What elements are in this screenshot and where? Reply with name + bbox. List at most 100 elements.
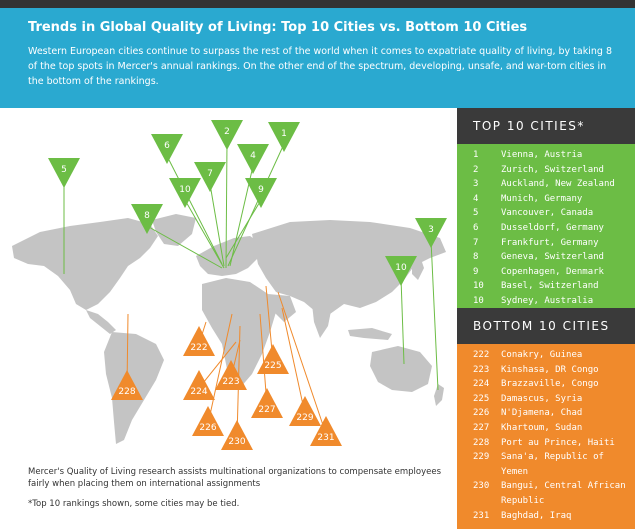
bottom-city-marker-label: 231	[317, 433, 334, 443]
top10-city: Frankfurt, Germany	[501, 237, 599, 248]
bottom-city-markers: 222 223 224 225 226 227 228 229 230 231	[111, 326, 342, 450]
new-zealand-shape	[434, 384, 444, 406]
top10-heading: TOP 10 CITIES*	[457, 108, 635, 144]
central-america-shape	[86, 310, 116, 334]
top10-city: Geneva, Switzerland	[501, 252, 604, 263]
top10-rank: 1	[473, 150, 479, 160]
top-city-marker-label: 2	[224, 127, 230, 137]
top-city-marker-label: 8	[144, 211, 150, 221]
bottom10-row: 226 N'Djamena, Chad	[457, 406, 635, 421]
top-city-marker-label: 1	[281, 129, 287, 139]
top10-row: 5 Vancouver, Canada	[457, 206, 635, 221]
top-city-leader-line	[209, 183, 225, 267]
bottom10-city: Conakry, Guinea	[501, 350, 583, 360]
top10-city: Vancouver, Canada	[501, 208, 594, 219]
top-city-leader-line	[400, 277, 405, 365]
top-city-marker-label: 3	[428, 225, 434, 235]
top-city-marker	[131, 204, 163, 234]
bottom10-rank: 226	[473, 408, 490, 419]
top-city-marker	[151, 134, 183, 164]
top10-row: 3 Auckland, New Zealand	[457, 177, 635, 192]
bottom10-row: 223 Kinshasa, DR Congo	[457, 363, 635, 378]
europe-shape	[196, 236, 262, 276]
bottom-city-marker-label: 224	[190, 387, 207, 397]
top10-city: Copenhagen, Denmark	[501, 266, 604, 277]
top10-row: 1 Vienna, Austria	[457, 148, 635, 163]
bottom-city-marker	[183, 326, 215, 356]
bottom10-rank: 229	[473, 452, 490, 463]
world-map-svg: 1 2 3 4 5 6 7 8 9 10 10 222 223 224 225 226 227 228 229 23…	[12, 120, 447, 450]
africa-shape	[202, 278, 276, 388]
top-city-marker-label: 6	[164, 141, 170, 151]
bottom10-city: Khartoum, Sudan	[501, 422, 583, 433]
bottom10-rank: 231	[473, 510, 490, 521]
chart-title: Trends in Global Quality of Living: Top …	[28, 20, 528, 35]
top10-rank: 7	[473, 237, 479, 248]
top10-city: Auckland, New Zealand	[501, 179, 615, 190]
bottom-city-marker-label: 223	[222, 377, 239, 387]
top10-rank: 4	[473, 193, 479, 204]
bottom-city-marker	[111, 370, 143, 400]
top10-panel: TOP 10 CITIES* 1 Vienna, Austria 2 Zurich, …	[457, 108, 635, 315]
top-city-leader-line	[225, 199, 262, 259]
top10-rank: 8	[473, 252, 479, 263]
top-bar	[0, 0, 635, 8]
header-banner: Trends in Global Quality of Living: Top …	[0, 8, 635, 108]
bottom10-rank: 228	[473, 437, 490, 448]
bottom-city-marker-label: 226	[199, 423, 216, 433]
bottom10-rank: 225	[473, 393, 490, 404]
top-city-marker	[415, 218, 447, 248]
top10-row: 6 Dusseldorf, Germany	[457, 221, 635, 236]
top-city-marker-label: 10	[395, 263, 407, 273]
landmasses	[12, 214, 446, 444]
top10-list: 1 Vienna, Austria 2 Zurich, Switzerland 3 Auc…	[457, 144, 635, 315]
bottom-city-marker-label: 225	[264, 361, 281, 371]
top-city-marker-label: 5	[61, 165, 67, 175]
bottom10-rank: 230	[473, 481, 490, 492]
north-america-shape	[12, 218, 158, 310]
bottom-city-leader-line	[207, 313, 233, 425]
bottom-city-leader-line	[277, 291, 327, 435]
top-city-leader-line	[227, 143, 285, 267]
indonesia-shape	[348, 328, 392, 340]
top10-row: 10 Basel, Switzerland	[457, 279, 635, 294]
top10-rank: 10	[473, 295, 484, 306]
top10-row: 4 Munich, Germany	[457, 192, 635, 207]
bottom10-city: Damascus, Syria	[501, 393, 583, 404]
bottom10-row: 229 Sana'a, Republic of Yemen	[457, 450, 635, 479]
bottom-city-marker	[183, 370, 215, 400]
top-city-marker-label: 9	[258, 185, 264, 195]
bottom10-rank: 222	[473, 350, 490, 360]
top-city-marker	[385, 256, 417, 286]
top10-row: 7 Frankfurt, Germany	[457, 236, 635, 251]
top10-row: 10 Sydney, Australia	[457, 294, 635, 309]
bottom10-rank: 223	[473, 364, 490, 375]
bottom-city-marker-label: 228	[118, 387, 135, 397]
world-map: 1 2 3 4 5 6 7 8 9 10 10 222 223 224 225 226 227 228 229 23…	[0, 108, 457, 524]
bottom-city-marker	[251, 388, 283, 418]
bottom10-panel: BOTTOM 10 CITIES 222 Conakry, Guinea 223 Ki…	[457, 308, 635, 529]
top10-rank: 9	[473, 266, 479, 277]
bottom10-city: Bangui, Central African Republic	[501, 481, 626, 506]
bottom10-city: Port au Prince, Haiti	[501, 437, 615, 448]
bottom-city-marker	[310, 416, 342, 446]
top10-rank: 10	[473, 281, 484, 292]
top-city-marker	[268, 122, 300, 152]
bottom10-row: 228 Port au Prince, Haiti	[457, 436, 635, 451]
bottom-city-leader-line	[281, 307, 306, 415]
bottom10-city: Brazzaville, Congo	[501, 379, 599, 390]
bottom-city-marker-label: 222	[190, 343, 207, 353]
top-city-marker	[211, 120, 243, 150]
top10-city: Munich, Germany	[501, 193, 583, 204]
bottom-city-marker	[257, 344, 289, 374]
top10-city: Dusseldorf, Germany	[501, 222, 604, 233]
top-city-markers: 1 2 3 4 5 6 7 8 9 10 10	[48, 120, 447, 286]
top10-rank: 2	[473, 164, 479, 175]
top-city-marker-label: 10	[179, 185, 191, 195]
top-city-marker	[169, 178, 201, 208]
top10-rank: 6	[473, 222, 479, 233]
top10-row: 8 Geneva, Switzerland	[457, 250, 635, 265]
asia-shape	[252, 220, 446, 314]
chart-subtitle: Western European cities continue to surp…	[28, 46, 612, 87]
greenland-shape	[152, 214, 196, 246]
